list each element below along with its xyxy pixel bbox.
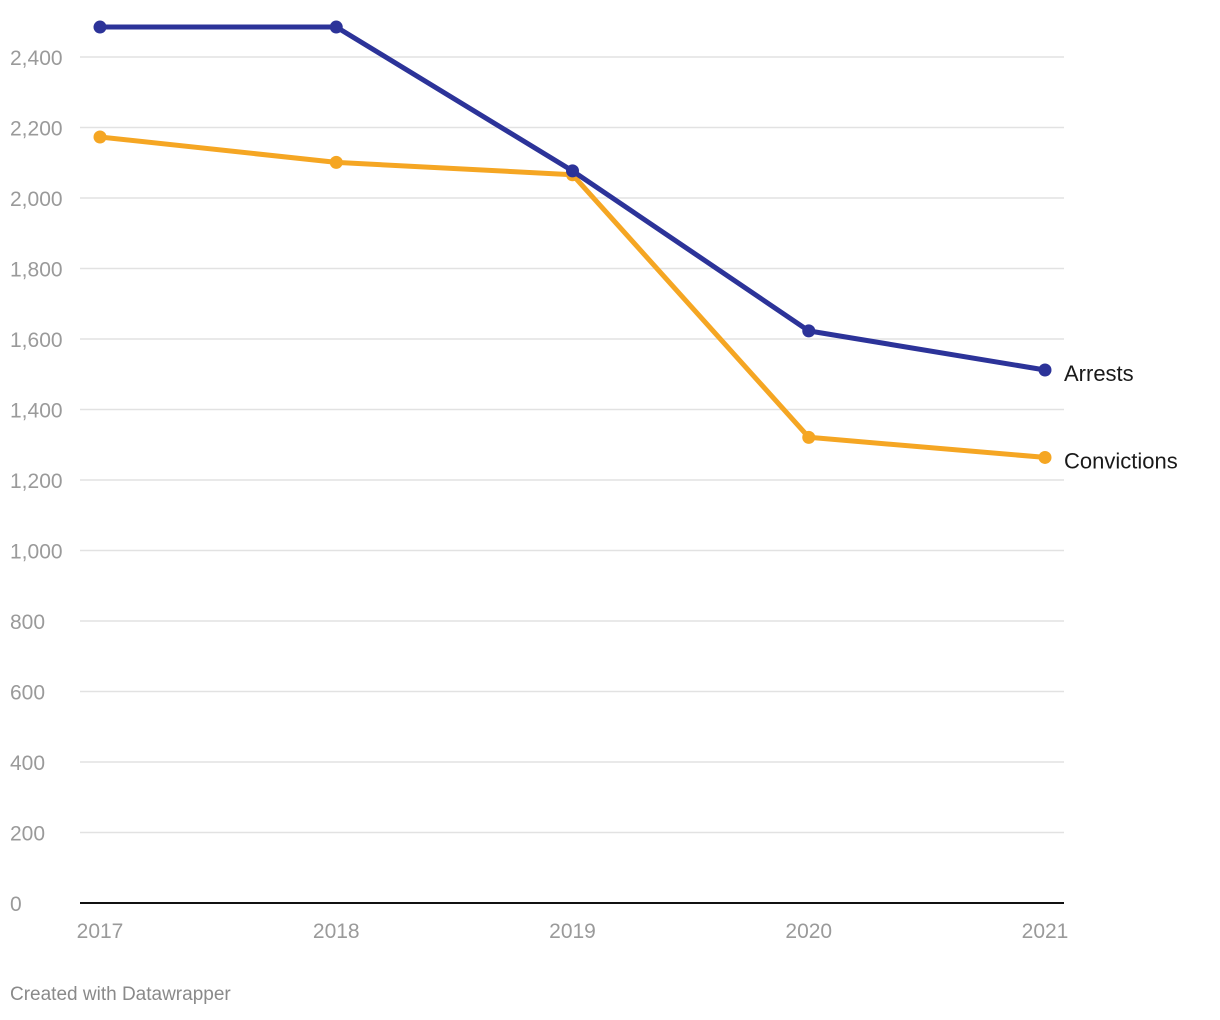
y-tick-label: 2,400	[10, 47, 63, 70]
data-point-arrests-2019	[566, 164, 579, 178]
series-labels: Convictions Arrests	[1064, 361, 1178, 473]
gridlines	[80, 56, 1064, 834]
series-label-arrests: Arrests	[1064, 361, 1134, 386]
x-tick-label: 2020	[785, 920, 832, 943]
data-point-arrests-2021	[1038, 363, 1052, 377]
data-point-convictions-2021	[1038, 450, 1052, 464]
y-tick-label: 600	[10, 682, 45, 705]
y-tick-label: 2,200	[10, 118, 63, 141]
data-point-convictions-2020	[802, 430, 816, 444]
data-point-arrests-2020	[802, 324, 816, 338]
data-point-arrests-2017	[93, 20, 107, 34]
y-tick-label: 200	[10, 823, 45, 846]
y-tick-label: 1,600	[10, 329, 63, 352]
data-point-arrests-2018	[329, 20, 343, 34]
y-tick-label: 800	[10, 611, 45, 634]
y-tick-label: 1,800	[10, 259, 63, 282]
series-lines	[93, 20, 1052, 464]
x-tick-label: 2021	[1022, 920, 1069, 943]
credit-text: Created with Datawrapper	[10, 984, 231, 1005]
x-tick-label: 2019	[549, 920, 596, 943]
y-tick-label: 1,200	[10, 470, 63, 493]
x-axis-tick-labels: 2017 2018 2019 2020 2021	[77, 920, 1069, 943]
y-tick-label: 1,400	[10, 400, 63, 423]
y-tick-label: 1,000	[10, 541, 63, 564]
y-tick-label: 0	[10, 893, 22, 916]
data-point-convictions-2018	[329, 155, 343, 169]
data-point-convictions-2017	[93, 130, 107, 144]
y-tick-label: 400	[10, 752, 45, 775]
series-label-convictions: Convictions	[1064, 448, 1178, 473]
x-tick-label: 2018	[313, 920, 360, 943]
y-tick-label: 2,000	[10, 188, 63, 211]
x-tick-label: 2017	[77, 920, 124, 943]
y-axis-tick-labels: 0 200 400 600 800 1,000 1,200 1,400 1,600 1,800 2,…	[10, 47, 63, 916]
